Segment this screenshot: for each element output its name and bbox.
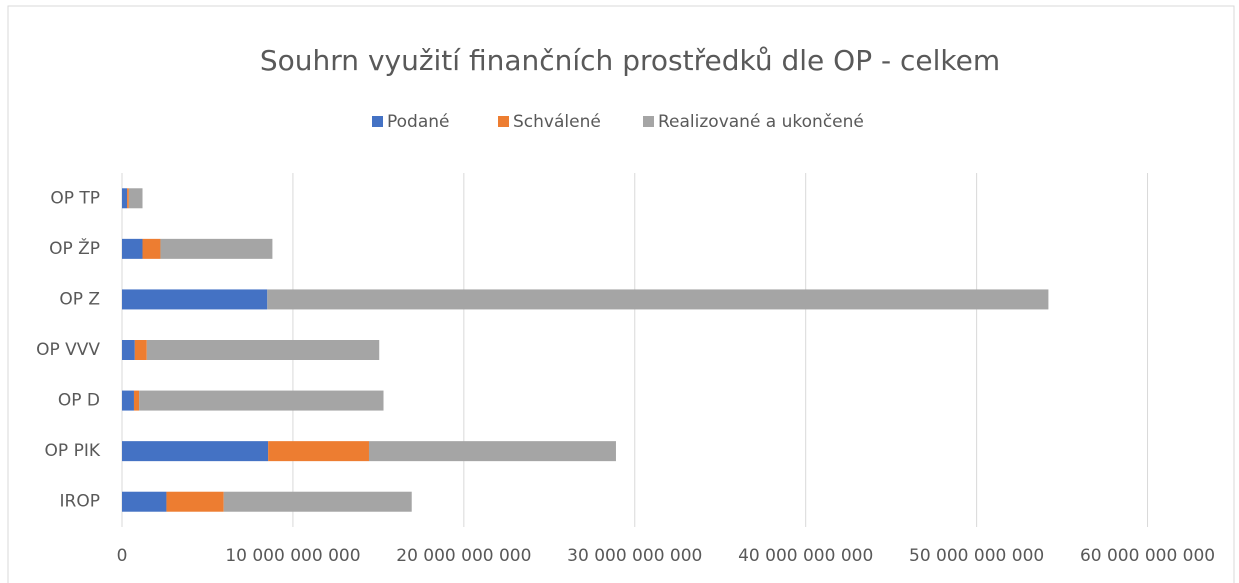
bar-segment	[122, 340, 135, 360]
legend-label: Realizované a ukončené	[658, 112, 864, 132]
y-tick-label: OP D	[58, 391, 100, 411]
bar-segment	[122, 188, 128, 209]
bar-segment	[368, 441, 616, 462]
y-tick-label: OP TP	[50, 188, 100, 208]
bar-segment	[223, 491, 412, 512]
bar-segment	[160, 238, 273, 259]
bar-segment	[122, 491, 167, 512]
bar-segment	[146, 340, 380, 360]
bar-segment	[134, 340, 147, 360]
bar-segment	[122, 238, 143, 259]
bar-segment	[133, 390, 140, 411]
bar-segment	[122, 390, 134, 411]
bar-segment	[142, 238, 161, 259]
x-tick-label: 50 000 000 000	[909, 546, 1044, 566]
bar-segment	[166, 491, 224, 512]
bar-segment	[268, 441, 369, 462]
bar-segment	[267, 289, 1049, 310]
x-tick-label: 30 000 000 000	[567, 546, 702, 566]
x-tick-label: 0	[117, 546, 128, 566]
legend-swatch	[643, 116, 654, 127]
bar-segment	[122, 441, 269, 462]
x-tick-label: 60 000 000 000	[1080, 546, 1215, 566]
y-tick-label: OP ŽP	[49, 237, 100, 259]
bar-segment	[139, 390, 384, 411]
legend-label: Podané	[387, 112, 450, 132]
y-tick-label: OP VVV	[36, 340, 100, 360]
bar-segment	[127, 188, 129, 209]
bar-segment	[128, 188, 143, 209]
chart-title: Souhrn využití finančních prostředků dle…	[260, 44, 1000, 77]
y-tick-label: OP PIK	[45, 441, 101, 461]
x-tick-label: 20 000 000 000	[396, 546, 531, 566]
x-tick-label: 10 000 000 000	[225, 546, 360, 566]
x-tick-label: 40 000 000 000	[738, 546, 873, 566]
legend-swatch	[498, 116, 509, 127]
y-tick-label: IROP	[60, 492, 100, 512]
legend-label: Schválené	[513, 112, 601, 132]
y-tick-label: OP Z	[59, 289, 100, 309]
legend-swatch	[372, 116, 383, 127]
bar-segment	[122, 289, 268, 310]
